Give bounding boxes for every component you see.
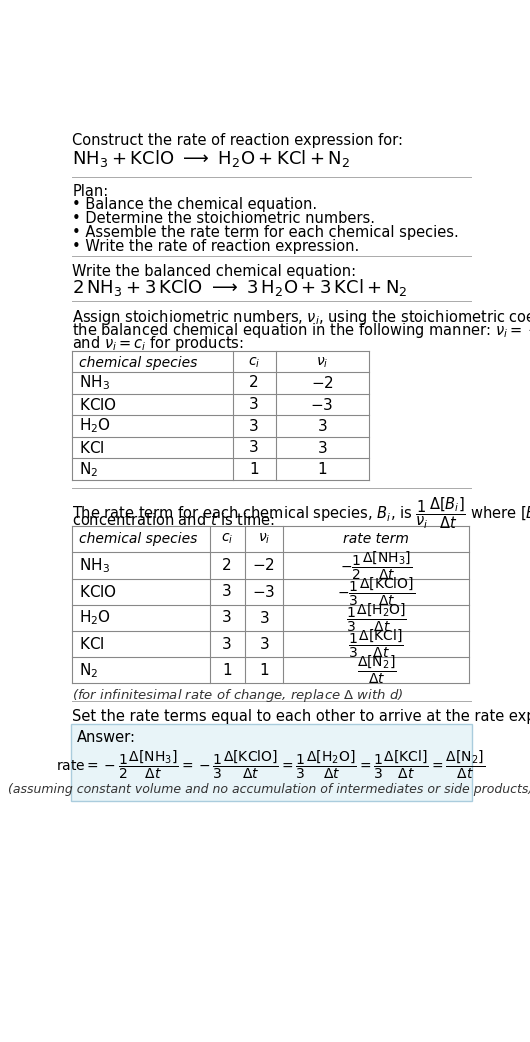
Text: $3$: $3$ bbox=[259, 636, 269, 652]
Text: $\mathrm{2\,NH_3 + 3\,KClO\ \longrightarrow\ 3\,H_2O + 3\,KCl + N_2}$: $\mathrm{2\,NH_3 + 3\,KClO\ \longrightar… bbox=[73, 277, 408, 298]
Text: $-2$: $-2$ bbox=[252, 557, 275, 573]
Text: $1$: $1$ bbox=[317, 462, 327, 477]
Text: 3: 3 bbox=[249, 440, 259, 455]
Text: (assuming constant volume and no accumulation of intermediates or side products): (assuming constant volume and no accumul… bbox=[8, 783, 530, 796]
Text: $-2$: $-2$ bbox=[311, 375, 333, 391]
Text: chemical species: chemical species bbox=[78, 532, 197, 546]
Text: Plan:: Plan: bbox=[73, 183, 109, 199]
Text: $-\dfrac{1}{3}\dfrac{\Delta[\mathrm{KClO}]}{\Delta t}$: $-\dfrac{1}{3}\dfrac{\Delta[\mathrm{KClO… bbox=[337, 575, 416, 607]
Text: 3: 3 bbox=[222, 611, 232, 625]
Text: $\mathrm{N_2}$: $\mathrm{N_2}$ bbox=[78, 460, 98, 478]
Text: concentration and $t$ is time:: concentration and $t$ is time: bbox=[73, 513, 276, 528]
Text: The rate term for each chemical species, $B_i$, is $\dfrac{1}{\nu_i}\dfrac{\Delt: The rate term for each chemical species,… bbox=[73, 495, 530, 531]
Text: • Balance the chemical equation.: • Balance the chemical equation. bbox=[73, 197, 317, 213]
Text: Construct the rate of reaction expression for:: Construct the rate of reaction expressio… bbox=[73, 132, 403, 148]
Text: $\mathrm{KCl}$: $\mathrm{KCl}$ bbox=[78, 440, 104, 455]
Text: Assign stoichiometric numbers, $\nu_i$, using the stoichiometric coefficients, $: Assign stoichiometric numbers, $\nu_i$, … bbox=[73, 308, 530, 327]
Text: $\dfrac{1}{3}\dfrac{\Delta[\mathrm{KCl}]}{\Delta t}$: $\dfrac{1}{3}\dfrac{\Delta[\mathrm{KCl}]… bbox=[349, 628, 404, 661]
Text: chemical species: chemical species bbox=[78, 355, 197, 370]
Text: Answer:: Answer: bbox=[77, 730, 136, 745]
Text: 1: 1 bbox=[250, 462, 259, 477]
Text: $\dfrac{\Delta[\mathrm{N_2}]}{\Delta t}$: $\dfrac{\Delta[\mathrm{N_2}]}{\Delta t}$ bbox=[357, 654, 396, 687]
Text: $3$: $3$ bbox=[317, 418, 327, 435]
Text: $\mathrm{KClO}$: $\mathrm{KClO}$ bbox=[78, 584, 117, 599]
Text: (for infinitesimal rate of change, replace $\Delta$ with $d$): (for infinitesimal rate of change, repla… bbox=[73, 687, 404, 704]
Text: $\dfrac{1}{3}\dfrac{\Delta[\mathrm{H_2O}]}{\Delta t}$: $\dfrac{1}{3}\dfrac{\Delta[\mathrm{H_2O}… bbox=[346, 601, 407, 634]
Text: $\mathrm{H_2O}$: $\mathrm{H_2O}$ bbox=[78, 609, 111, 627]
Text: $\mathrm{N_2}$: $\mathrm{N_2}$ bbox=[78, 661, 98, 679]
Text: 3: 3 bbox=[222, 637, 232, 651]
Text: • Determine the stoichiometric numbers.: • Determine the stoichiometric numbers. bbox=[73, 212, 375, 226]
Text: $-3$: $-3$ bbox=[311, 397, 334, 413]
Text: rate term: rate term bbox=[343, 532, 409, 546]
Text: 3: 3 bbox=[222, 585, 232, 599]
Text: $\mathrm{rate} = -\dfrac{1}{2}\dfrac{\Delta[\mathrm{NH_3}]}{\Delta t} = -\dfrac{: $\mathrm{rate} = -\dfrac{1}{2}\dfrac{\De… bbox=[56, 749, 485, 782]
Text: 1: 1 bbox=[222, 663, 232, 677]
Text: 2: 2 bbox=[222, 557, 232, 573]
Text: $-\dfrac{1}{2}\dfrac{\Delta[\mathrm{NH_3}]}{\Delta t}$: $-\dfrac{1}{2}\dfrac{\Delta[\mathrm{NH_3… bbox=[340, 549, 412, 581]
Text: 3: 3 bbox=[249, 397, 259, 412]
Text: $\mathrm{KClO}$: $\mathrm{KClO}$ bbox=[78, 397, 117, 413]
Text: the balanced chemical equation in the following manner: $\nu_i = -c_i$ for react: the balanced chemical equation in the fo… bbox=[73, 321, 530, 341]
Text: 3: 3 bbox=[249, 419, 259, 433]
Text: • Assemble the rate term for each chemical species.: • Assemble the rate term for each chemic… bbox=[73, 225, 459, 240]
Text: and $\nu_i = c_i$ for products:: and $\nu_i = c_i$ for products: bbox=[73, 334, 244, 353]
Text: $\nu_i$: $\nu_i$ bbox=[316, 355, 328, 370]
Text: $c_i$: $c_i$ bbox=[248, 355, 260, 370]
Text: Write the balanced chemical equation:: Write the balanced chemical equation: bbox=[73, 264, 357, 278]
Text: $3$: $3$ bbox=[317, 440, 327, 455]
Text: $-3$: $-3$ bbox=[252, 584, 276, 599]
Text: $\mathrm{KCl}$: $\mathrm{KCl}$ bbox=[78, 636, 104, 652]
Text: $\nu_i$: $\nu_i$ bbox=[258, 532, 270, 546]
Text: $3$: $3$ bbox=[259, 610, 269, 626]
Text: $1$: $1$ bbox=[259, 663, 269, 678]
Text: $c_i$: $c_i$ bbox=[221, 532, 233, 546]
Text: $\mathrm{NH_3}$: $\mathrm{NH_3}$ bbox=[78, 556, 110, 575]
FancyBboxPatch shape bbox=[71, 724, 472, 801]
Text: $\mathrm{NH_3 + KClO\ \longrightarrow\ H_2O + KCl + N_2}$: $\mathrm{NH_3 + KClO\ \longrightarrow\ H… bbox=[73, 148, 351, 169]
Text: $\mathrm{H_2O}$: $\mathrm{H_2O}$ bbox=[78, 417, 111, 436]
Text: 2: 2 bbox=[250, 375, 259, 391]
Text: $\mathrm{NH_3}$: $\mathrm{NH_3}$ bbox=[78, 374, 110, 393]
Text: • Write the rate of reaction expression.: • Write the rate of reaction expression. bbox=[73, 239, 360, 254]
Text: Set the rate terms equal to each other to arrive at the rate expression:: Set the rate terms equal to each other t… bbox=[73, 709, 530, 724]
